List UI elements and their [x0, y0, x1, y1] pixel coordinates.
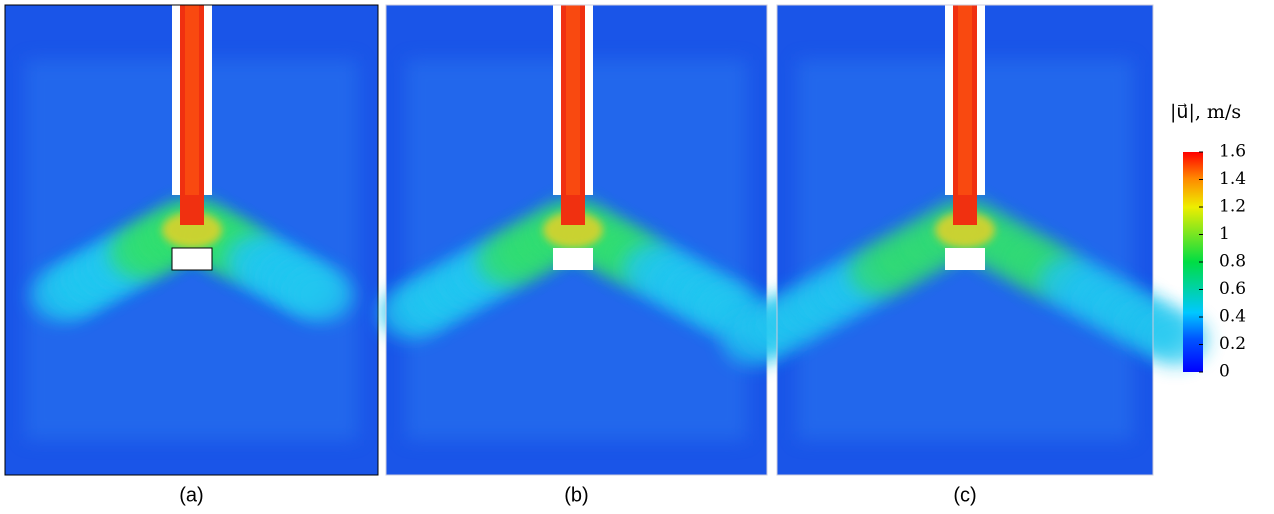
mix-core — [935, 212, 995, 248]
colorbar-tick-label: 0.6 — [1219, 279, 1246, 299]
panel-label: (c) — [953, 484, 976, 506]
colorbar-tick-label: 1.4 — [1219, 169, 1246, 189]
flow-panel — [4, 4, 379, 476]
colorbar — [1183, 152, 1203, 372]
panel-label: (b) — [564, 484, 588, 506]
flow-panel — [379, 4, 768, 476]
colorbar-tick-label: 1.6 — [1219, 142, 1246, 162]
jet-core — [566, 5, 580, 195]
mix-region — [289, 269, 354, 322]
mix-core — [543, 212, 603, 248]
flow-panel — [722, 4, 1208, 476]
colorbar-tick-label: 1.2 — [1219, 197, 1246, 217]
panels: (a) (b) (c) — [4, 4, 1208, 506]
colorbar-tick-label: 0.4 — [1219, 307, 1246, 327]
colorbar-tick-label: 0.8 — [1219, 252, 1246, 272]
panel-border — [776, 4, 1154, 476]
colorbar-title: |u⃗|, m/s — [1170, 101, 1241, 123]
colorbar-tick-label: 1 — [1219, 224, 1230, 244]
mix-core — [162, 212, 222, 248]
colorbar-tick-label: 0.2 — [1219, 334, 1246, 354]
obstacle — [945, 248, 985, 270]
panel-border — [385, 4, 768, 476]
panel-border — [4, 4, 379, 476]
colorbar-tick-label: 0 — [1219, 362, 1230, 382]
obstacle — [553, 248, 593, 270]
panel-label: (a) — [179, 484, 203, 506]
jet-core — [185, 5, 199, 195]
jet-core — [958, 5, 972, 195]
obstacle — [171, 247, 213, 271]
